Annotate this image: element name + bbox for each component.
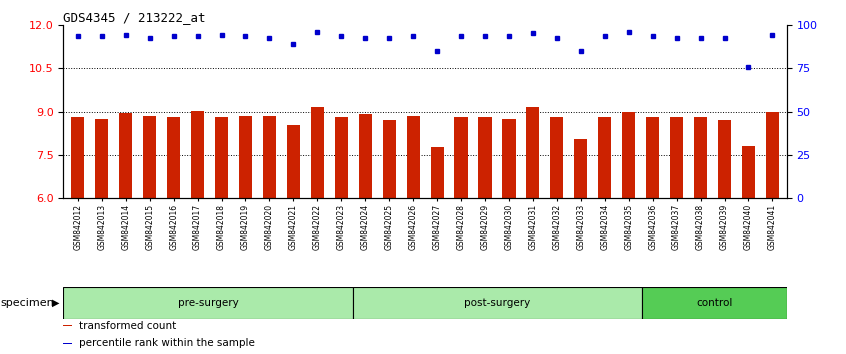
Bar (63, 325, 72, 326)
Bar (310, 107, 324, 354)
Bar (143, 116, 157, 354)
Bar (670, 117, 684, 354)
Bar (63, 287, 353, 319)
Bar (766, 112, 779, 354)
Bar (215, 117, 228, 354)
Text: control: control (696, 298, 733, 308)
Bar (353, 287, 642, 319)
Bar (742, 145, 755, 354)
Bar (382, 120, 396, 354)
Text: ▶: ▶ (52, 298, 60, 308)
Bar (598, 117, 612, 354)
Bar (454, 117, 468, 354)
Text: pre-surgery: pre-surgery (178, 298, 239, 308)
Text: percentile rank within the sample: percentile rank within the sample (80, 338, 255, 348)
Bar (503, 119, 515, 354)
Bar (167, 117, 180, 354)
Text: transformed count: transformed count (80, 321, 177, 331)
Bar (642, 287, 787, 319)
Bar (119, 113, 132, 354)
Bar (694, 117, 707, 354)
Text: GDS4345 / 213222_at: GDS4345 / 213222_at (63, 11, 206, 24)
Bar (718, 120, 731, 354)
Bar (287, 125, 300, 354)
Bar (646, 117, 659, 354)
Bar (191, 111, 204, 354)
Bar (96, 119, 108, 354)
Bar (239, 116, 252, 354)
Bar (263, 116, 276, 354)
Bar (359, 114, 372, 354)
Bar (63, 343, 72, 344)
Text: specimen: specimen (0, 298, 54, 308)
Bar (526, 107, 540, 354)
Bar (407, 116, 420, 354)
Bar (622, 112, 635, 354)
Text: post-surgery: post-surgery (464, 298, 530, 308)
Bar (431, 147, 443, 354)
Bar (550, 117, 563, 354)
Bar (335, 117, 348, 354)
Bar (71, 117, 85, 354)
Bar (574, 139, 587, 354)
Bar (478, 117, 492, 354)
